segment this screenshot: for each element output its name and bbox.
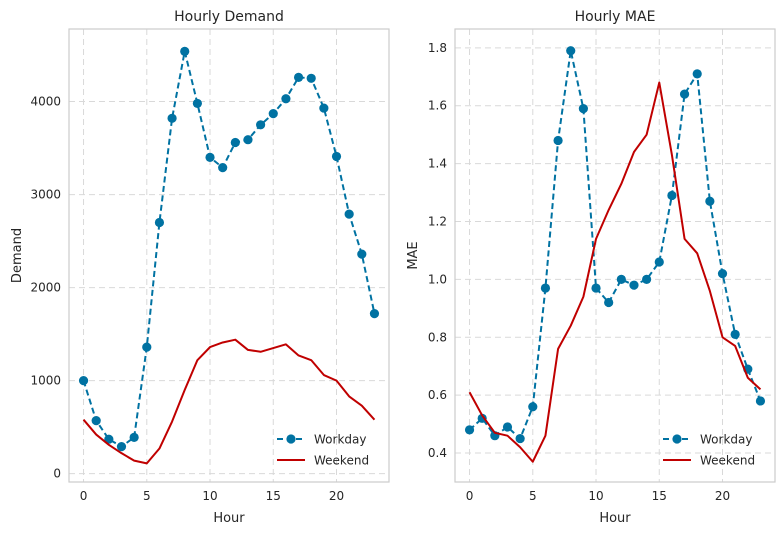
- series-line-workday: [468, 49, 762, 440]
- plot-frame: [454, 28, 776, 483]
- data-point-workday: [717, 268, 728, 279]
- chart-title: Hourly Demand: [174, 9, 284, 25]
- y-tick-label: 1.6: [428, 99, 447, 113]
- data-point-workday: [104, 434, 114, 444]
- data-point-workday: [154, 217, 165, 228]
- legend-label: Workday: [314, 433, 366, 447]
- x-tick-label: 20: [329, 489, 344, 503]
- data-point-workday: [91, 416, 101, 426]
- data-point-workday: [566, 46, 576, 56]
- data-point-workday: [78, 376, 89, 386]
- y-tick-label: 0.6: [428, 388, 447, 402]
- data-point-workday: [180, 46, 190, 56]
- data-point-workday: [755, 396, 766, 406]
- y-tick-label: 3000: [30, 188, 61, 202]
- data-point-workday: [528, 402, 538, 412]
- legend: Workday Weekend: [277, 433, 369, 468]
- data-point-workday: [357, 249, 367, 259]
- data-point-workday: [192, 98, 202, 109]
- data-point-workday: [502, 422, 513, 432]
- legend: Workday Weekend: [663, 433, 755, 468]
- data-point-workday: [167, 113, 177, 123]
- y-axis-label: Demand: [10, 228, 25, 283]
- x-axis-label: Hour: [599, 511, 631, 526]
- data-point-workday: [142, 342, 152, 352]
- y-tick-label: 4000: [30, 95, 61, 109]
- data-point-workday: [667, 190, 677, 201]
- chart-panel-mae: 0 5 10 15 20 0.4 0.6 0.8 1.0 1.2 1.4 1.6 1.8 Hourly M…: [406, 9, 776, 526]
- data-point-workday: [730, 329, 740, 339]
- data-point-workday: [256, 120, 266, 130]
- x-tick-label: 15: [266, 489, 281, 503]
- y-tick-label: 0: [53, 467, 61, 481]
- y-tick-label: 0.4: [428, 446, 447, 460]
- y-axis-label: MAE: [406, 241, 421, 269]
- plot-frame: [68, 28, 390, 483]
- legend-label: Weekend: [700, 454, 755, 468]
- data-point-workday: [604, 297, 614, 308]
- legend-marker-workday: [672, 434, 682, 444]
- x-axis-label: Hour: [213, 511, 245, 526]
- series-line-workday: [82, 50, 376, 448]
- data-point-workday: [281, 94, 291, 104]
- data-point-workday: [629, 280, 639, 290]
- series-line-weekend: [468, 81, 762, 463]
- y-tick-label: 1.0: [428, 272, 447, 286]
- data-point-workday: [654, 257, 664, 267]
- data-point-workday: [477, 413, 487, 423]
- y-tick-label: 1.2: [428, 214, 447, 228]
- data-point-workday: [129, 432, 139, 442]
- y-tick-label: 1.4: [428, 157, 447, 171]
- data-point-workday: [369, 309, 380, 319]
- data-point-workday: [268, 109, 278, 119]
- legend-label: Weekend: [314, 454, 369, 468]
- data-point-workday: [230, 137, 240, 148]
- data-point-workday: [331, 151, 342, 162]
- y-tick-label: 2000: [30, 281, 61, 295]
- data-point-workday: [344, 209, 354, 219]
- data-point-workday: [705, 196, 715, 206]
- data-point-workday: [293, 72, 304, 82]
- x-tick-label: 5: [529, 489, 537, 503]
- data-point-workday: [553, 135, 563, 146]
- data-point-workday: [243, 135, 253, 145]
- data-point-workday: [679, 89, 690, 99]
- x-tick-label: 20: [715, 489, 730, 503]
- x-tick-label: 0: [466, 489, 474, 503]
- chart-panel-demand: 0 5 10 15 20 0 1000 2000 3000 4000 Hourly Demand Ho…: [10, 9, 390, 526]
- x-tick-label: 10: [588, 489, 603, 503]
- legend-label: Workday: [700, 433, 752, 447]
- y-tick-label: 0.8: [428, 330, 447, 344]
- data-point-workday: [306, 73, 316, 83]
- legend-marker-workday: [286, 434, 296, 444]
- data-point-workday: [692, 69, 702, 79]
- series-line-weekend: [82, 338, 376, 465]
- chart-title: Hourly MAE: [575, 9, 656, 25]
- y-tick-label: 1.8: [428, 41, 447, 55]
- data-point-workday: [540, 283, 551, 293]
- data-point-workday: [591, 283, 601, 293]
- data-point-workday: [116, 442, 127, 452]
- data-point-workday: [642, 274, 652, 284]
- x-tick-label: 10: [202, 489, 217, 503]
- data-point-workday: [515, 433, 525, 444]
- data-point-workday: [218, 162, 228, 173]
- data-point-workday: [464, 425, 475, 435]
- data-point-workday: [578, 104, 588, 114]
- x-tick-label: 0: [80, 489, 88, 503]
- x-tick-label: 15: [652, 489, 667, 503]
- y-tick-label: 1000: [30, 374, 61, 388]
- data-point-workday: [616, 274, 626, 284]
- data-point-workday: [205, 152, 215, 162]
- x-tick-label: 5: [143, 489, 151, 503]
- data-point-workday: [319, 103, 329, 113]
